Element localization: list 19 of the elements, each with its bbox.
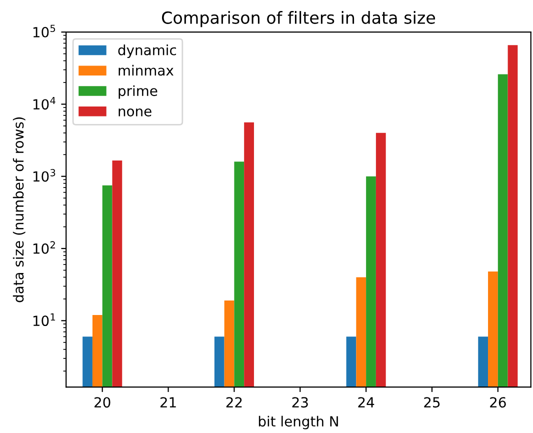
- y-tick-label: 10$^{3}$: [33, 168, 56, 182]
- x-tick-label: 20: [94, 397, 110, 408]
- x-tick-label: 22: [226, 397, 242, 408]
- x-tick-label: 23: [292, 397, 308, 408]
- x-tick-label: 21: [160, 397, 176, 408]
- y-tick-label: 10$^{5}$: [33, 24, 56, 38]
- x-axis-title: bit length N: [258, 416, 338, 430]
- x-tick-label: 25: [424, 397, 440, 408]
- legend-label: none: [118, 108, 152, 116]
- y-tick-label: 10$^{4}$: [33, 96, 56, 110]
- y-tick-label: 10$^{2}$: [33, 241, 55, 254]
- chart-title: Comparison of filters in data size: [162, 11, 436, 28]
- legend-label: prime: [118, 85, 158, 99]
- y-axis-title: data size (number of rows): [12, 117, 26, 302]
- x-tick-label: 26: [490, 397, 506, 408]
- legend-label: dynamic: [118, 44, 176, 58]
- y-tick-label: 10$^{1}$: [33, 313, 56, 326]
- legend-label: minmax: [118, 64, 174, 76]
- x-tick-label: 24: [358, 397, 374, 408]
